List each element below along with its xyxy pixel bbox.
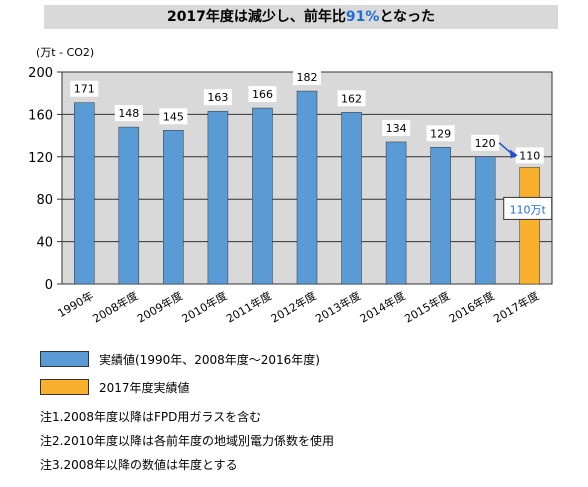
title-suffix: となった	[379, 9, 436, 25]
bar	[430, 147, 451, 285]
data-label-box	[114, 105, 143, 122]
data-label-box	[337, 90, 366, 107]
annotation-text: 110万t	[510, 203, 547, 216]
legend-item-2017: 2017年度実績値	[40, 378, 190, 396]
y-axis-unit-label: (万t - CO2)	[36, 46, 95, 59]
data-label: 148	[118, 107, 139, 120]
bar	[118, 126, 140, 285]
data-label: 145	[163, 110, 184, 123]
legend-swatch-actual	[40, 351, 89, 367]
x-tick-label: 2016年度	[446, 288, 496, 325]
y-tick-label: 160	[28, 108, 53, 123]
bar	[519, 167, 540, 285]
bar	[474, 156, 496, 285]
note-3: 注3.2008年以降の数値は年度とする	[40, 458, 238, 472]
title-highlight: 91%	[345, 9, 380, 25]
x-tick-label: 2014年度	[357, 288, 407, 325]
legend-item-actual: 実績値(1990年、2008年度〜2016年度)	[40, 350, 320, 368]
legend-swatch-2017	[40, 379, 89, 395]
data-label-box	[248, 86, 277, 103]
bar	[163, 130, 184, 285]
data-label-box	[382, 119, 411, 136]
x-tick-label: 2012年度	[268, 288, 318, 325]
data-label: 166	[252, 88, 273, 101]
data-label-box	[159, 108, 188, 125]
bar-chart: 0 40 80 120 160 200 171 1990年 148 2008年度 145 2009年度…	[28, 66, 553, 326]
data-label: 110	[519, 149, 540, 162]
y-tick-label: 120	[28, 151, 53, 166]
data-label-box	[515, 147, 544, 164]
x-tick-label: 2010年度	[179, 288, 229, 325]
data-label: 163	[207, 91, 228, 104]
x-tick-label: 2011年度	[224, 288, 274, 325]
bar	[296, 90, 318, 285]
data-label: 120	[475, 137, 496, 150]
trend-arrow-head	[509, 149, 518, 159]
y-tick-label: 80	[36, 193, 53, 208]
note-2: 注2.2010年度以降は各前年度の地域別電力係数を使用	[40, 434, 334, 448]
data-label: 171	[74, 83, 95, 96]
data-label-box	[70, 80, 99, 97]
bar	[252, 107, 273, 285]
x-tick-label: 2013年度	[313, 288, 363, 325]
data-label: 162	[341, 92, 362, 105]
data-label: 134	[386, 122, 407, 135]
data-label-box	[203, 89, 232, 106]
data-label: 129	[430, 127, 451, 140]
title-prefix: 2017年度は減少し、前年比	[166, 9, 346, 25]
data-label: 182	[297, 71, 318, 84]
bar	[341, 112, 362, 285]
data-label-box	[426, 125, 455, 142]
legend-label-actual: 実績値(1990年、2008年度〜2016年度)	[99, 352, 320, 367]
y-tick-label: 40	[36, 236, 53, 251]
x-tick-label: 2017年度	[491, 288, 541, 325]
bar	[385, 141, 407, 285]
x-tick-label: 1990年	[55, 288, 96, 320]
data-label-box	[293, 69, 321, 86]
chart-title: 2017年度は減少し、前年比91%となった	[44, 5, 558, 29]
plot-area: 0 40 80 120 160 200 171 1990年 148 2008年度 145 2009年度…	[28, 66, 553, 326]
y-tick-label: 0	[45, 278, 53, 293]
legend-label-2017: 2017年度実績値	[99, 380, 190, 395]
x-tick-label: 2008年度	[90, 288, 140, 325]
x-tick-label: 2009年度	[135, 288, 185, 325]
y-tick-label: 200	[28, 66, 53, 81]
note-1: 注1.2008年度以降はFPD用ガラスを含む	[40, 410, 262, 424]
bar	[207, 110, 229, 285]
bar	[74, 102, 95, 285]
data-label-box	[471, 134, 500, 151]
x-tick-label: 2015年度	[402, 288, 452, 325]
annotation-box	[503, 196, 553, 220]
